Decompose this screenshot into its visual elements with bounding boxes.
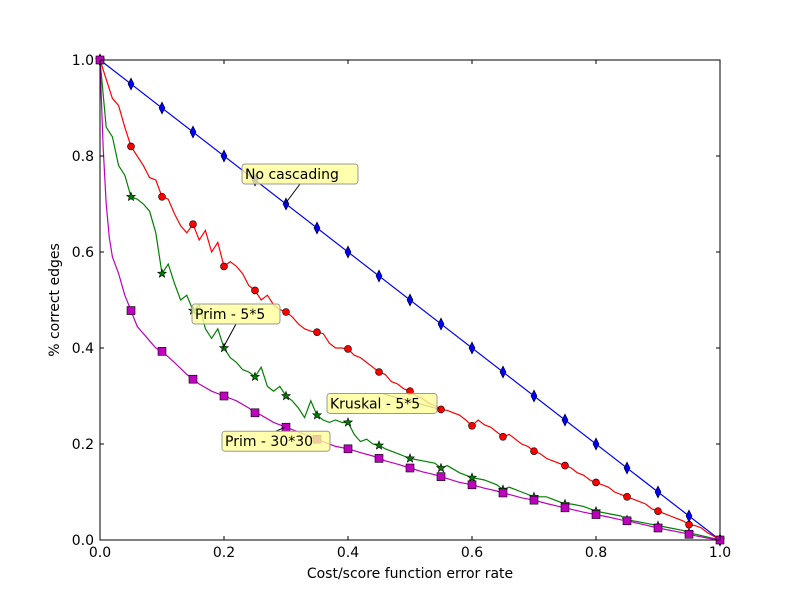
x-tick-label: 0.8 [585, 545, 607, 561]
data-point-no-cascading [468, 341, 476, 355]
data-point-kruskal-5-5 [561, 461, 569, 470]
y-tick-label: 1.0 [72, 53, 94, 69]
data-point-prim-30-30 [529, 495, 539, 505]
x-tick-label: 1.0 [709, 545, 731, 561]
annotation-layer: No cascading Kruskal - 5*5 Prim - 5*5 Prim … [191, 163, 441, 452]
y-axis-label: % correct edges [47, 243, 63, 357]
data-point-prim-5-5 [218, 342, 230, 353]
data-point-no-cascading [623, 461, 631, 475]
data-point-kruskal-5-5 [127, 142, 135, 151]
data-point-kruskal-5-5 [158, 193, 166, 201]
data-point-prim-30-30 [281, 422, 291, 432]
data-point-prim-30-30 [436, 472, 446, 481]
data-point-prim-5-5 [249, 371, 261, 382]
data-point-prim-30-30 [653, 523, 663, 533]
data-point-prim-30-30 [591, 510, 601, 519]
data-point-no-cascading [220, 149, 228, 163]
annotation-no-cascading: No cascading [241, 163, 359, 205]
annotation-kruskal-5-5: Kruskal - 5*5 [326, 392, 441, 414]
data-point-prim-30-30 [250, 408, 260, 418]
data-point-no-cascading [375, 269, 383, 283]
data-point-no-cascading [592, 437, 600, 451]
annotation-label: Prim - 30*30 [225, 434, 313, 450]
data-point-no-cascading [499, 365, 507, 379]
annotation-label: Prim - 5*5 [195, 307, 265, 323]
data-point-prim-5-5 [466, 472, 478, 482]
y-tick-label: 0.6 [72, 245, 94, 261]
x-axis-label: Cost/score function error rate [307, 566, 513, 582]
data-point-no-cascading [561, 413, 569, 427]
data-point-no-cascading [437, 317, 445, 331]
data-point-kruskal-5-5 [220, 262, 228, 271]
data-point-kruskal-5-5 [375, 368, 383, 376]
annotation-prim-5-5: Prim - 5*5 [191, 303, 281, 349]
data-point-prim-5-5 [373, 440, 385, 450]
data-point-no-cascading [313, 221, 321, 235]
data-point-kruskal-5-5 [344, 345, 352, 353]
data-point-prim-30-30 [498, 488, 508, 498]
data-point-no-cascading [189, 125, 197, 139]
data-point-prim-5-5 [280, 390, 292, 401]
data-point-no-cascading [654, 485, 662, 499]
y-tick-label: 0.4 [72, 341, 94, 357]
data-point-no-cascading [158, 101, 166, 115]
data-point-prim-30-30 [374, 454, 384, 463]
annotation-box [221, 430, 331, 452]
annotation-arrow [222, 323, 237, 349]
x-tick-label: 0.2 [213, 545, 235, 561]
data-point-kruskal-5-5 [685, 520, 693, 529]
annotation-label: Kruskal - 5*5 [330, 396, 420, 412]
series-kruskal-5-5 [96, 56, 724, 544]
annotation-prim-30-30: Prim - 30*30 [221, 426, 331, 452]
data-point-no-cascading [530, 389, 538, 403]
annotation-arrow [284, 183, 301, 205]
annotation-box [191, 303, 281, 325]
tick-layer: 0.0 0.2 0.4 0.6 0.8 1.0 0.0 0.2 0.4 0.6 0.8 1.0 [72, 53, 731, 561]
data-point-prim-30-30 [343, 444, 353, 454]
data-point-prim-30-30 [126, 306, 136, 315]
annotation-arrow [275, 426, 286, 432]
data-point-prim-30-30 [219, 391, 229, 401]
data-point-prim-30-30 [684, 529, 694, 539]
data-point-prim-30-30 [467, 480, 477, 490]
data-point-prim-5-5 [435, 462, 447, 473]
annotation-label: No cascading [245, 167, 339, 183]
annotation-box [241, 163, 359, 185]
data-point-prim-5-5 [311, 409, 323, 420]
data-point-prim-5-5 [342, 417, 354, 427]
data-point-prim-5-5 [125, 191, 137, 202]
data-point-no-cascading [127, 77, 135, 91]
data-point-kruskal-5-5 [654, 507, 662, 516]
data-point-prim-30-30 [560, 503, 570, 513]
data-point-kruskal-5-5 [499, 432, 507, 441]
data-point-prim-30-30 [157, 347, 167, 356]
data-point-kruskal-5-5 [313, 328, 321, 336]
x-tick-label: 0.6 [461, 545, 483, 561]
y-tick-label: 0.8 [72, 149, 94, 165]
data-point-no-cascading [406, 293, 414, 307]
data-point-prim-30-30 [622, 516, 632, 526]
y-tick-label: 0.2 [72, 437, 94, 453]
data-point-prim-30-30 [188, 374, 198, 384]
data-point-prim-5-5 [404, 453, 416, 463]
data-point-kruskal-5-5 [282, 308, 290, 316]
annotation-box [326, 392, 438, 414]
data-point-kruskal-5-5 [623, 492, 631, 501]
data-point-prim-5-5 [156, 268, 168, 278]
x-tick-label: 0.0 [89, 545, 111, 561]
y-tick-label: 0.0 [72, 533, 94, 549]
data-point-kruskal-5-5 [530, 447, 538, 456]
x-tick-label: 0.4 [337, 545, 359, 561]
data-point-kruskal-5-5 [468, 421, 476, 430]
data-point-prim-30-30 [405, 463, 415, 473]
data-point-kruskal-5-5 [189, 220, 197, 228]
axes-frame [99, 59, 721, 541]
data-point-kruskal-5-5 [251, 286, 259, 295]
data-point-no-cascading [344, 245, 352, 259]
data-point-kruskal-5-5 [592, 478, 600, 487]
